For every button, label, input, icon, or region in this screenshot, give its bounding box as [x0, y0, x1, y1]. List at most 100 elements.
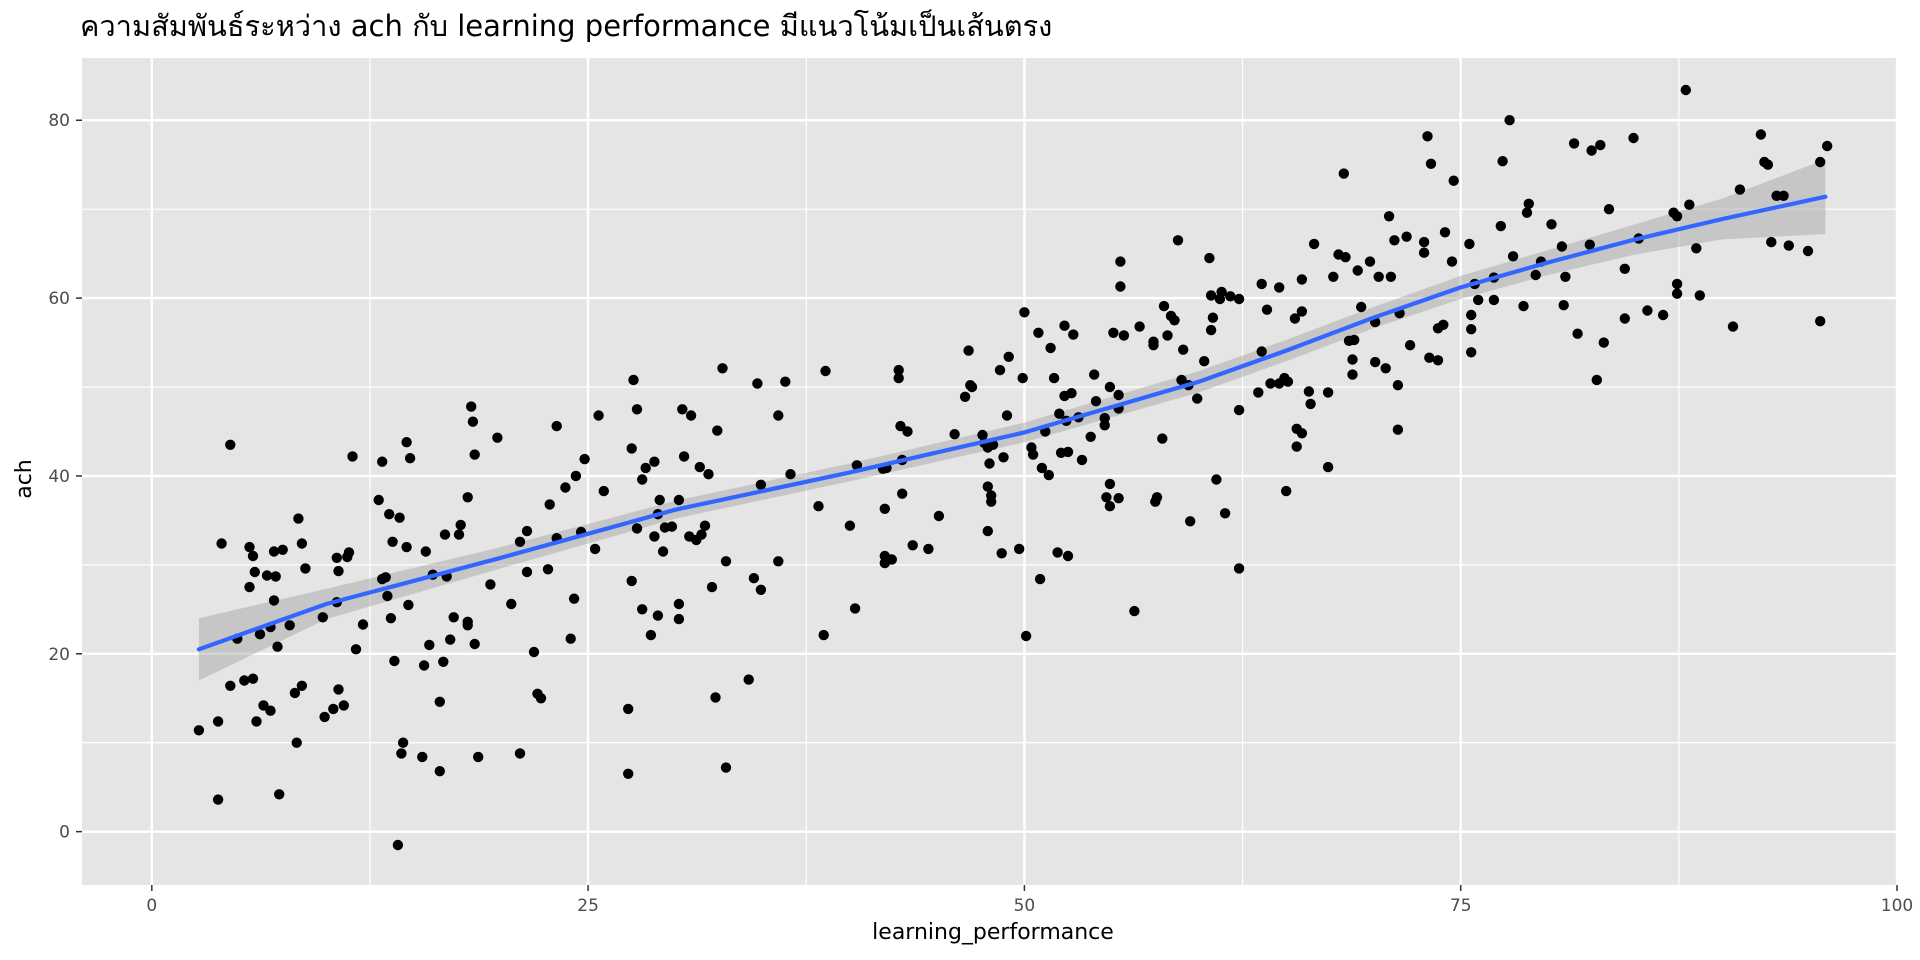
scatter-point [897, 488, 908, 499]
scatter-point [1113, 389, 1124, 401]
scatter-point [1204, 252, 1215, 264]
scatter-point [333, 684, 344, 695]
scatter-point [1162, 330, 1173, 341]
scatter-point [598, 485, 609, 497]
scatter-point [1438, 319, 1449, 330]
scatter-point [1090, 396, 1102, 407]
scatter-point [984, 458, 995, 469]
scatter-point [560, 482, 571, 493]
scatter-point [1340, 252, 1351, 263]
scatter-point [1113, 493, 1124, 504]
scatter-point [462, 492, 473, 503]
scatter-point [678, 451, 690, 462]
scatter-point [755, 584, 767, 595]
scatter-point [1373, 271, 1384, 282]
scatter-point [333, 565, 344, 577]
scatter-point [1727, 321, 1739, 332]
scatter-point [982, 525, 993, 537]
scatter-point [994, 364, 1006, 376]
x-tick-label: 0 [146, 896, 157, 916]
scatter-point [343, 547, 355, 558]
x-axis-title: learning_performance [872, 920, 1114, 945]
scatter-point [514, 748, 526, 759]
scatter-point [193, 725, 205, 736]
scatter-point [1383, 211, 1395, 222]
scatter-point [1556, 241, 1568, 252]
scatter-point [637, 604, 648, 615]
scatter-point [239, 675, 250, 686]
x-tick-label: 75 [1450, 896, 1472, 916]
scatter-point [453, 529, 465, 540]
scatter-point [631, 523, 643, 534]
scatter-point [521, 525, 533, 537]
scatter-point [752, 378, 763, 389]
scatter-point [1432, 355, 1444, 366]
scatter-point [1274, 282, 1285, 293]
scatter-point [813, 501, 824, 512]
scatter-point [1401, 231, 1412, 242]
scatter-point [720, 762, 732, 773]
scatter-point [1507, 251, 1519, 262]
scatter-point [296, 680, 308, 691]
scatter-point [1115, 281, 1126, 292]
scatter-point [439, 529, 451, 540]
minor-gridlines [82, 58, 1897, 885]
scatter-point [1303, 386, 1315, 397]
scatter-point [1281, 485, 1292, 497]
scatter-point [720, 556, 732, 567]
scatter-point [445, 634, 456, 645]
scatter-point [404, 453, 416, 464]
scatter-point [1619, 263, 1631, 274]
scatter-point [1020, 630, 1032, 642]
scatter-point [1225, 291, 1236, 302]
scatter-point [1766, 236, 1777, 248]
scatter-point [1014, 543, 1025, 555]
scatter-point [394, 512, 405, 523]
scatter-point [1338, 168, 1350, 179]
scatter-point [1642, 305, 1653, 316]
scatter-point [469, 449, 480, 460]
x-tick-label: 100 [1881, 896, 1913, 916]
scatter-point [673, 598, 685, 610]
scatter-point [699, 520, 711, 531]
scatter-point [623, 703, 634, 715]
scatter-point [251, 716, 262, 727]
scatter-point [244, 581, 255, 593]
scatter-point [851, 460, 863, 471]
scatter-point [1059, 320, 1070, 331]
scatter-point [265, 705, 276, 716]
scatter-point [1488, 294, 1500, 306]
scatter-point [514, 536, 526, 547]
scatter-point [1207, 312, 1219, 323]
scatter-point [1043, 469, 1055, 481]
smooth-trend-line [196, 194, 1828, 652]
scatter-point [631, 404, 643, 415]
scatter-point [657, 546, 669, 557]
scatter-point [1404, 340, 1416, 351]
scatter-point [1518, 300, 1529, 312]
scatter-point [1392, 424, 1404, 435]
scatter-point [1219, 508, 1231, 519]
scatter-point [755, 479, 767, 490]
scatter-point [1347, 354, 1358, 365]
scatter-point [1101, 492, 1112, 503]
scatter-point [1085, 431, 1096, 442]
smooth-line-layer [196, 194, 1828, 652]
scatter-point [473, 751, 484, 763]
scatter-point [1595, 139, 1606, 151]
scatter-point [895, 420, 906, 432]
scatter-point [1628, 132, 1639, 144]
scatter-point [565, 633, 576, 644]
scatter-point [1448, 175, 1459, 186]
scatter-point [385, 613, 397, 624]
scatter-point [1822, 140, 1833, 152]
scatter-point [274, 789, 285, 800]
scatter-point [1233, 404, 1245, 416]
scatter-point [1418, 236, 1430, 248]
scatter-point [626, 443, 637, 454]
scatter-point [1392, 380, 1404, 391]
scatter-point [1003, 351, 1014, 362]
scatter-point [570, 470, 582, 482]
scatter-point [1691, 243, 1702, 254]
scatter-point [1364, 256, 1376, 267]
